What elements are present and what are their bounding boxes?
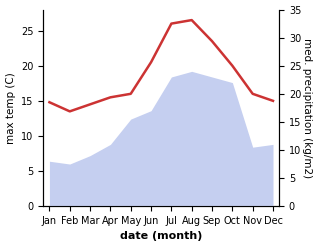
X-axis label: date (month): date (month) (120, 231, 203, 242)
Y-axis label: max temp (C): max temp (C) (5, 72, 16, 144)
Y-axis label: med. precipitation (kg/m2): med. precipitation (kg/m2) (302, 38, 313, 178)
